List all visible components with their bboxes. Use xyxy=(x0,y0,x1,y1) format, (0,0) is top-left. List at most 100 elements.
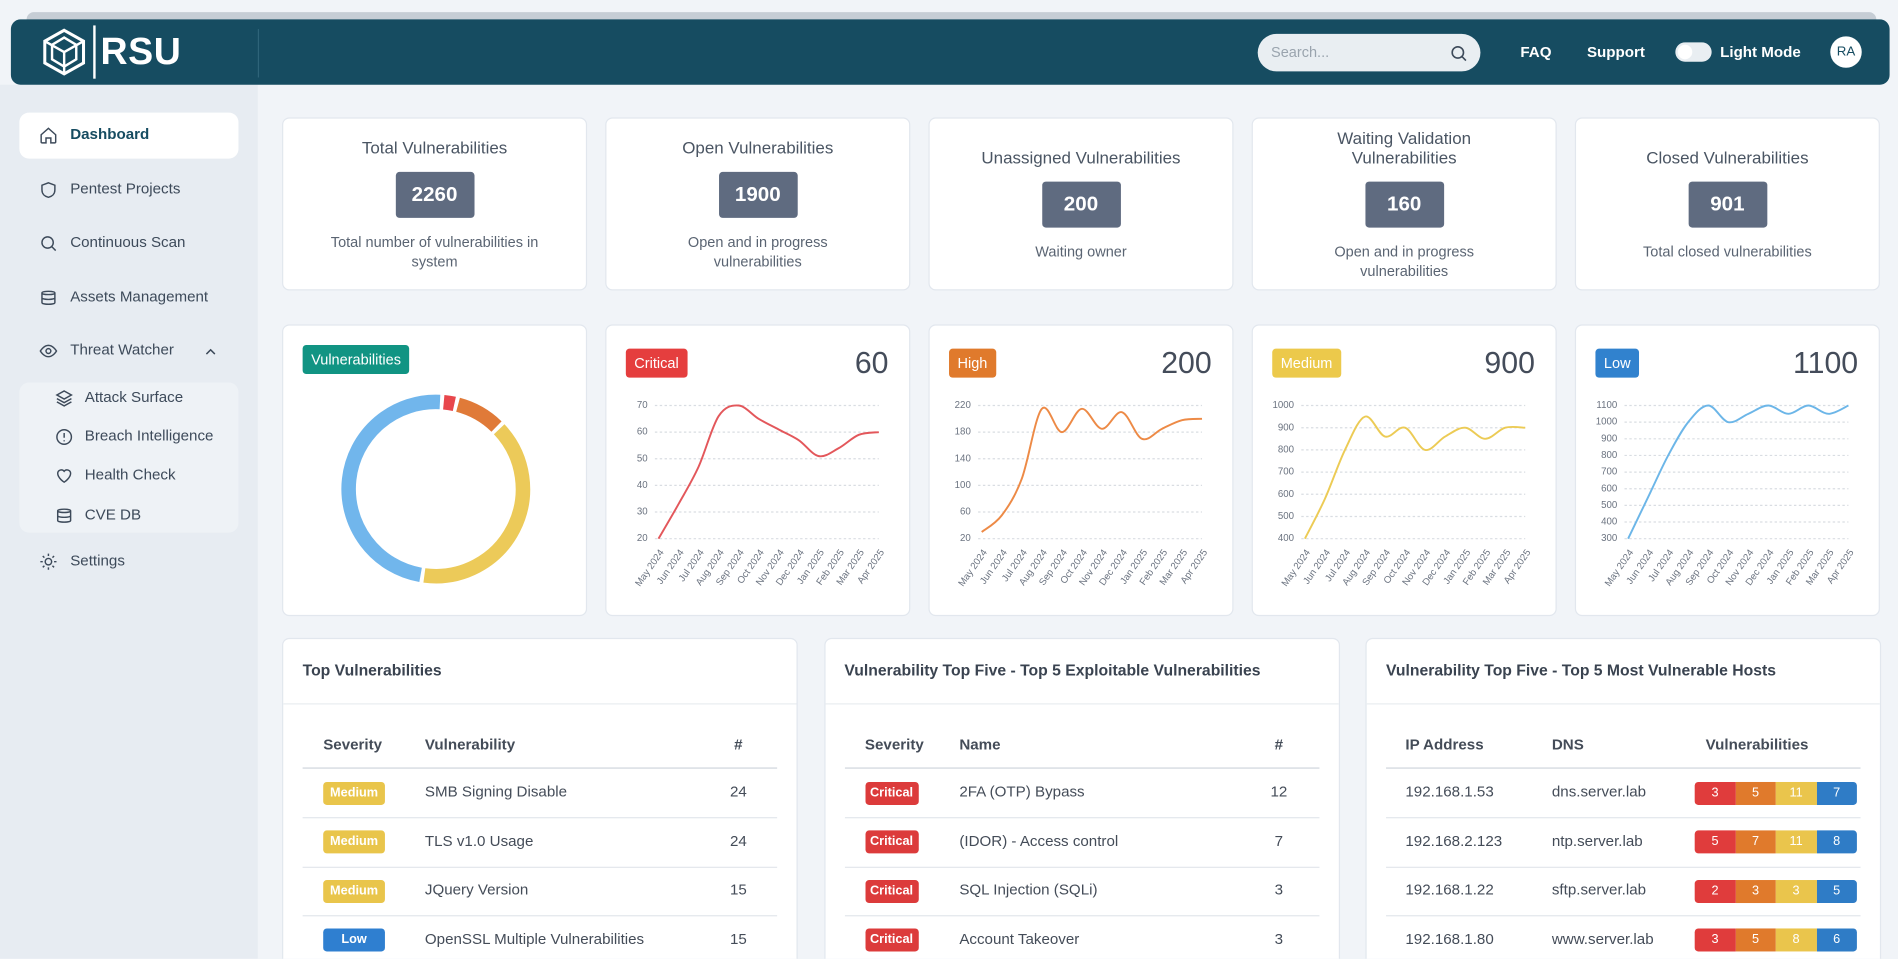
menu-icon xyxy=(41,290,56,305)
menu-icon xyxy=(56,429,73,445)
stat-description: Waiting owner xyxy=(1035,242,1127,260)
severity-badge: Medium xyxy=(323,781,385,805)
table-title: Top Vulnerabilities xyxy=(302,660,442,680)
header-line xyxy=(844,767,1319,769)
stat-description: Total closed vulnerabilities xyxy=(1643,242,1812,260)
count-cell: 5 xyxy=(1694,830,1736,854)
nav-link[interactable]: FAQ xyxy=(1520,43,1552,61)
line-series xyxy=(1627,404,1849,540)
chart-badge: Critical xyxy=(625,348,688,378)
divider xyxy=(1366,703,1880,705)
severity-badge: Critical xyxy=(864,928,919,952)
stat-value: 1900 xyxy=(718,171,798,218)
table-cell: ntp.server.lab xyxy=(1551,832,1643,850)
chevron-shape xyxy=(205,348,216,355)
icon-shape xyxy=(40,553,57,570)
menu-item[interactable]: Threat Watcher xyxy=(70,341,174,359)
menu-item[interactable]: Assets Management xyxy=(70,288,209,306)
avatar[interactable]: RA xyxy=(1830,36,1862,68)
table-cell: Account Takeover xyxy=(959,930,1080,948)
chart-badge: Medium xyxy=(1272,348,1341,378)
row-line xyxy=(302,866,778,868)
chart-total: 60 xyxy=(854,346,889,381)
row-line xyxy=(844,915,1319,917)
table-cell: 192.168.1.22 xyxy=(1405,881,1494,899)
chart-total: 1100 xyxy=(1793,346,1859,381)
y-tick-label: 70 xyxy=(637,400,648,411)
y-tick-label: 180 xyxy=(955,427,971,438)
submenu-item[interactable]: CVE DB xyxy=(84,505,142,523)
row-line xyxy=(844,817,1319,819)
count-cell: 3 xyxy=(1775,879,1817,903)
submenu-item[interactable]: Breach Intelligence xyxy=(84,427,214,445)
icon-shape xyxy=(56,508,72,523)
menu-item[interactable]: Continuous Scan xyxy=(70,233,186,251)
column-header: Vulnerabilities xyxy=(1705,735,1809,753)
icon-shape xyxy=(41,236,57,252)
row-line xyxy=(844,866,1319,868)
severity-badge: Medium xyxy=(323,830,385,854)
submenu-item[interactable]: Attack Surface xyxy=(84,388,184,406)
count-cell: 8 xyxy=(1816,830,1857,854)
icon-shape xyxy=(39,344,58,358)
menu-item[interactable]: Settings xyxy=(70,551,125,569)
table-cell: 24 xyxy=(729,832,747,850)
donut-segment xyxy=(341,394,441,583)
count-cell: 11 xyxy=(1775,830,1817,854)
stat-value: 160 xyxy=(1364,180,1444,227)
nav-link[interactable]: Support xyxy=(1586,43,1645,61)
y-tick-label: 20 xyxy=(960,533,971,544)
table-cell: dns.server.lab xyxy=(1551,783,1647,801)
menu-icon xyxy=(41,236,57,252)
menu-icon xyxy=(56,469,72,484)
count-cell: 7 xyxy=(1735,830,1776,854)
row-line xyxy=(1386,817,1861,819)
column-header: # xyxy=(1274,735,1284,753)
count-cell: 3 xyxy=(1694,781,1736,805)
menu-item[interactable]: Dashboard xyxy=(70,125,150,143)
chevron xyxy=(205,348,216,355)
y-tick-label: 40 xyxy=(637,480,648,491)
table-cell: 2FA (OTP) Bypass xyxy=(959,783,1085,801)
y-tick-label: 220 xyxy=(955,400,971,411)
menu-icon xyxy=(56,508,72,523)
donut-segment xyxy=(442,395,456,412)
count-cell: 5 xyxy=(1816,879,1857,903)
y-tick-label: 800 xyxy=(1278,444,1294,455)
y-tick-label: 400 xyxy=(1278,533,1294,544)
table-card: Vulnerability Top Five - Top 5 Most Vuln… xyxy=(1365,637,1882,959)
y-tick-label: 600 xyxy=(1278,489,1294,500)
chart-card: 20 60 100 140 180 220 May 2024 Jun 2024 Jul 2024… xyxy=(928,324,1234,617)
line-series xyxy=(981,406,1203,533)
row-line xyxy=(302,915,778,917)
menu-item[interactable]: Pentest Projects xyxy=(70,180,181,198)
stat-card: Closed Vulnerabilities 901 Total closed vu… xyxy=(1574,117,1880,291)
chart xyxy=(341,394,531,584)
mode-toggle[interactable] xyxy=(1675,42,1712,62)
y-tick-label: 60 xyxy=(960,507,971,518)
y-tick-label: 1100 xyxy=(1596,400,1617,411)
submenu-item[interactable]: Health Check xyxy=(84,466,176,483)
header-line xyxy=(1386,767,1861,769)
severity-badge: Critical xyxy=(864,781,919,805)
column-header: Severity xyxy=(864,735,924,753)
icon-shape xyxy=(40,127,57,144)
table-cell: 3 xyxy=(1274,881,1284,899)
chart-badge: Vulnerabilities xyxy=(302,344,410,375)
y-tick-label: 50 xyxy=(637,453,648,464)
count-cell: 3 xyxy=(1694,928,1736,952)
chart-card: 400 500 600 700 800 900 1000 May 2024 Jun 2024 Ju… xyxy=(1251,324,1557,617)
search-box[interactable]: Search... xyxy=(1257,33,1481,72)
count-cell: 6 xyxy=(1816,928,1857,952)
table-cell: JQuery Version xyxy=(424,881,529,899)
column-header: Name xyxy=(959,735,1001,753)
stat-value: 901 xyxy=(1688,180,1767,227)
search-placeholder: Search... xyxy=(1271,43,1330,61)
logo-icon xyxy=(43,28,86,76)
column-header: Vulnerability xyxy=(424,735,516,753)
table-title: Vulnerability Top Five - Top 5 Most Vuln… xyxy=(1386,660,1776,680)
y-tick-label: 900 xyxy=(1278,422,1294,433)
table-cell: SMB Signing Disable xyxy=(424,783,568,801)
